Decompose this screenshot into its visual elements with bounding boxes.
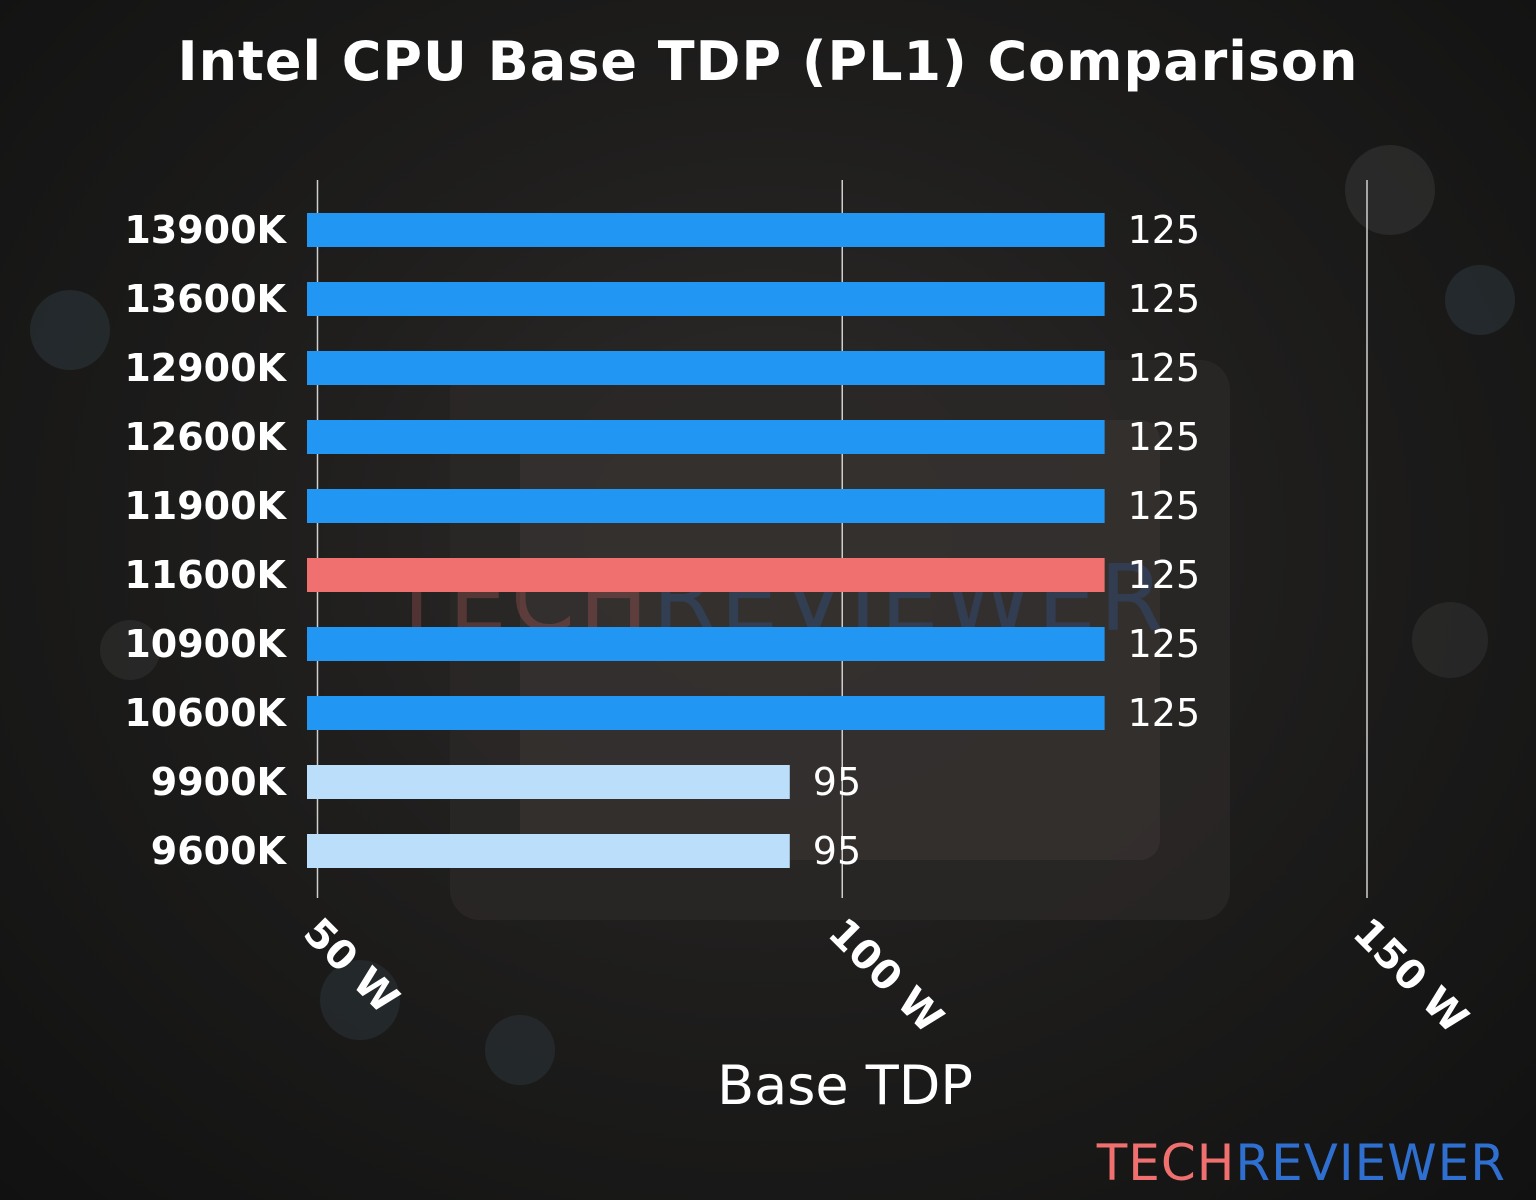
- category-label: 13900K: [124, 208, 287, 252]
- value-label: 95: [813, 829, 861, 873]
- value-label: 125: [1128, 691, 1201, 735]
- value-label: 125: [1128, 553, 1201, 597]
- bar-9900K: [307, 765, 790, 799]
- category-labels: 13900K 13600K 12900K 12600K 11900K 11600K 1090…: [124, 208, 287, 873]
- bar-13600K: [307, 282, 1105, 316]
- value-label: 125: [1128, 415, 1201, 459]
- bar-11600K: [307, 558, 1105, 592]
- bar-11900K: [307, 489, 1105, 523]
- category-label: 9900K: [151, 760, 288, 804]
- bar-10600K: [307, 696, 1105, 730]
- value-label: 125: [1128, 484, 1201, 528]
- bar-9600K: [307, 834, 790, 868]
- category-label: 11900K: [124, 484, 287, 528]
- x-tick-label: 100 W: [819, 910, 952, 1043]
- value-label: 125: [1128, 622, 1201, 666]
- category-label: 12900K: [124, 346, 287, 390]
- techreviewer-logo: TECHREVIEWER: [1097, 1134, 1506, 1192]
- category-label: 10600K: [124, 691, 287, 735]
- chart-title: Intel CPU Base TDP (PL1) Comparison: [177, 30, 1359, 93]
- category-label: 13600K: [124, 277, 287, 321]
- category-label: 12600K: [124, 415, 287, 459]
- logo-part-tech: TECH: [1096, 1134, 1236, 1192]
- bar-13900K: [307, 213, 1105, 247]
- category-label: 11600K: [124, 553, 287, 597]
- category-label: 9600K: [151, 829, 288, 873]
- value-label: 125: [1128, 346, 1201, 390]
- logo-part-reviewer: REVIEWER: [1235, 1134, 1506, 1192]
- value-label: 125: [1128, 208, 1201, 252]
- x-axis-label: Base TDP: [717, 1054, 973, 1117]
- x-tick-label: 150 W: [1344, 910, 1477, 1043]
- category-label: 10900K: [124, 622, 287, 666]
- bar-10900K: [307, 627, 1105, 661]
- value-label: 95: [813, 760, 861, 804]
- value-label: 125: [1128, 277, 1201, 321]
- x-tick-label: 50 W: [294, 910, 407, 1023]
- value-labels: 125 125 125 125 125 125 125 125 95 95: [813, 208, 1200, 873]
- bar-12900K: [307, 351, 1105, 385]
- bars: [307, 213, 1105, 868]
- x-tick-labels: 50 W 100 W 150 W: [294, 910, 1476, 1043]
- bar-12600K: [307, 420, 1105, 454]
